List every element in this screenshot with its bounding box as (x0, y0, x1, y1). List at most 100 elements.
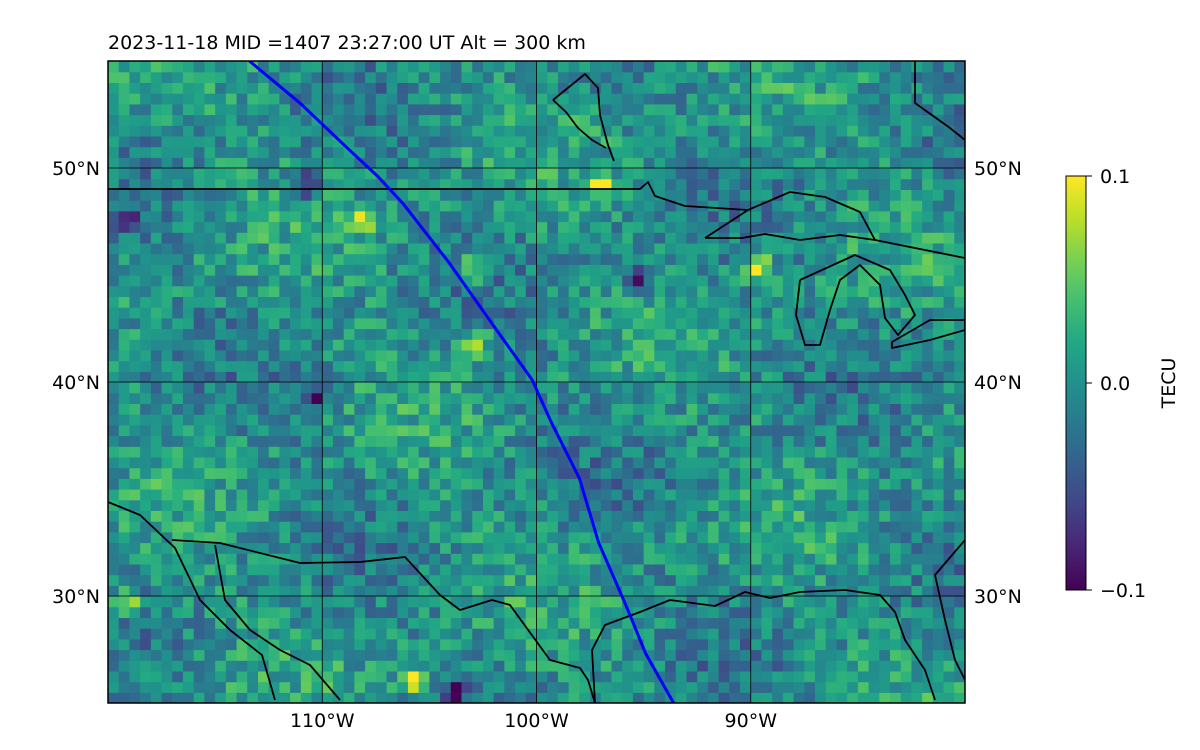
tec-cell (354, 242, 366, 255)
tec-cell (472, 242, 484, 255)
tec-cell (857, 103, 870, 116)
tec-cell (611, 232, 623, 244)
tec-cell (761, 296, 773, 308)
tec-cell (407, 82, 420, 94)
tec-cell (579, 628, 591, 640)
tec-cell (632, 392, 645, 404)
tec-cell (686, 221, 698, 233)
tec-cell (761, 275, 773, 287)
tec-cell (418, 403, 430, 415)
tec-cell (622, 210, 634, 223)
tec-cell (611, 168, 623, 180)
tec-cell (343, 253, 355, 265)
tec-cell (182, 71, 195, 83)
tec-cell (268, 414, 280, 426)
tec-cell (375, 285, 388, 297)
tec-cell (954, 221, 965, 233)
tec-cell (472, 392, 484, 404)
tec-cell (600, 339, 613, 351)
tec-cell (429, 349, 441, 362)
tec-cell (782, 585, 795, 597)
tec-cell (290, 135, 302, 148)
tec-cell (632, 435, 645, 447)
tec-cell (932, 542, 945, 554)
tec-cell (665, 307, 677, 319)
tec-cell (290, 82, 302, 94)
tec-cell (247, 403, 259, 415)
tec-cell (547, 478, 559, 490)
tec-cell (322, 232, 334, 244)
tec-cell (879, 275, 891, 287)
tec-cell (440, 489, 452, 501)
tec-cell (418, 382, 430, 394)
tec-cell (654, 114, 666, 126)
tec-cell (772, 71, 784, 83)
tec-cell (590, 478, 602, 490)
tec-cell (622, 221, 634, 233)
tec-cell (504, 456, 516, 469)
tec-cell (193, 200, 206, 212)
tec-cell (932, 103, 945, 116)
tec-cell (375, 521, 388, 533)
tec-cell (879, 93, 891, 105)
tec-cell (697, 574, 709, 586)
tec-cell (300, 596, 313, 608)
tec-cell (418, 242, 430, 255)
tec-cell (954, 135, 965, 148)
tec-cell (150, 61, 163, 73)
tec-cell (547, 253, 559, 265)
tec-cell (665, 82, 677, 94)
tec-cell (740, 103, 752, 116)
tec-cell (675, 135, 688, 148)
tec-cell (290, 596, 302, 608)
tec-cell (407, 296, 420, 308)
tec-cell (215, 157, 227, 169)
tec-cell (825, 275, 838, 287)
tec-cell (375, 606, 388, 618)
tec-cell (215, 403, 227, 415)
tec-cell (740, 296, 752, 308)
tec-cell (311, 649, 323, 661)
tec-cell (375, 264, 388, 276)
tec-cell (343, 403, 355, 415)
tec-cell (600, 253, 613, 265)
tec-cell (815, 360, 827, 372)
tec-cell (590, 467, 602, 479)
tec-cell (525, 285, 538, 297)
tec-cell (857, 200, 870, 212)
tec-cell (215, 339, 227, 351)
tec-cell (815, 489, 827, 501)
tec-cell (140, 328, 152, 340)
tec-cell (782, 617, 795, 629)
tec-cell (429, 585, 441, 597)
tec-cell (622, 317, 634, 330)
tec-cell (750, 542, 763, 554)
tec-cell (665, 221, 677, 233)
tec-cell (654, 606, 666, 618)
tec-cell (793, 339, 805, 351)
tec-cell (697, 71, 709, 83)
tec-cell (504, 606, 516, 618)
tec-cell (686, 692, 698, 703)
tec-cell (868, 617, 880, 629)
tec-cell (911, 339, 923, 351)
tec-cell (793, 253, 805, 265)
tec-cell (954, 499, 965, 511)
tec-cell (890, 414, 902, 426)
tec-cell (108, 478, 120, 490)
tec-cell (418, 542, 430, 554)
tec-cell (825, 531, 838, 544)
tec-cell (793, 403, 805, 415)
tec-cell (643, 510, 655, 522)
tec-cell (782, 670, 795, 683)
tec-cell (440, 553, 452, 565)
tec-cell (836, 467, 848, 479)
tec-cell (450, 446, 463, 458)
tec-cell (579, 360, 591, 372)
tec-cell (354, 189, 366, 201)
tec-cell (665, 574, 677, 586)
tec-cell (150, 114, 163, 126)
tec-cell (900, 114, 913, 126)
tec-cell (718, 424, 730, 437)
tec-cell (547, 157, 559, 169)
